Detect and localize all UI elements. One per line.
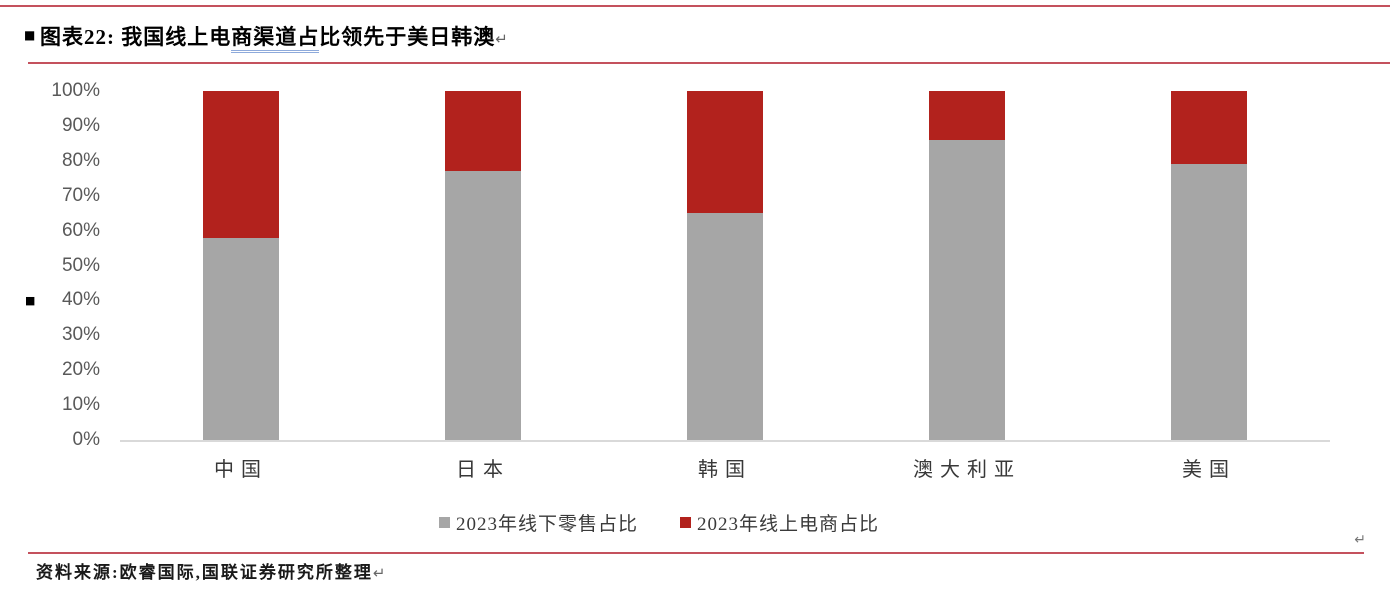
chart-legend: 2023年线下零售占比 2023年线上电商占比 [0,509,1354,536]
line-return-icon: ↵ [1354,532,1366,548]
y-tick-label: 30% [61,324,100,346]
x-axis-label: 中国 [214,459,268,481]
figure-title-seg3: 比领先于美日韩澳 [319,25,496,49]
figure-title-seg1: 我国线上电 [115,25,232,49]
bar-segment-online [929,91,1005,140]
title-underline-rule [28,62,1390,64]
legend-swatch-icon [438,517,450,528]
x-axis-label: 美国 [1182,459,1236,481]
bar-segment-online [203,91,279,238]
y-tick-label: 60% [61,219,100,241]
y-tick-label: 10% [61,394,100,416]
paragraph-return-icon: ↵ [495,30,509,48]
bar-segment-online [687,91,763,214]
footer-source: 资料来源:欧睿国际,国联证券研究所整理↵ [36,558,388,583]
bar-segment-offline [687,213,763,440]
bar-segment-online [1171,91,1247,165]
x-axis-label: 日本 [456,459,510,481]
y-tick-label: 70% [61,184,100,206]
legend-item: 2023年线下零售占比 [438,509,638,536]
legend-label: 2023年线上电商占比 [697,514,880,535]
bar-segment-offline [929,139,1005,440]
figure-title-prefix: 图表22: [40,25,115,49]
legend-label: 2023年线下零售占比 [455,514,638,535]
footer-rule [28,552,1364,554]
y-tick-label: 100% [51,80,100,101]
bar-segment-offline [1171,164,1247,440]
stacked-bar-chart: 100% 90% 80% 70% 60% 50% 40% 30% 20% 10% 0% 中国 日本 韩国… [0,80,1390,500]
footer-source-text: 资料来源:欧睿国际,国联证券研究所整理 [36,563,373,582]
figure-title: 图表22: 我国线上电商渠道占比领先于美日韩澳↵ [40,21,509,53]
margin-bullet-icon: ■ [25,294,36,307]
legend-item: 2023年线上电商占比 [680,509,879,536]
footer-return-icon: ↵ [372,564,388,582]
x-axis-label: 韩国 [698,459,752,481]
x-axis-label: 澳大利亚 [913,459,1021,481]
y-tick-label: 40% [61,289,100,311]
y-tick-label: 90% [61,114,100,136]
bar-segment-offline [203,237,279,440]
title-bullet-icon: ■ [24,28,36,42]
top-rule [0,5,1390,7]
bar-segment-online [445,91,521,172]
y-tick-label: 20% [61,359,100,381]
y-tick-label: 80% [61,149,100,171]
figure-title-underlined-text: 商渠道占 [231,25,320,53]
y-tick-label: 50% [61,254,100,276]
y-tick-label: 0% [72,429,100,450]
bar-segment-offline [445,171,521,440]
legend-swatch-icon [680,517,691,528]
x-axis-line [120,440,1330,442]
